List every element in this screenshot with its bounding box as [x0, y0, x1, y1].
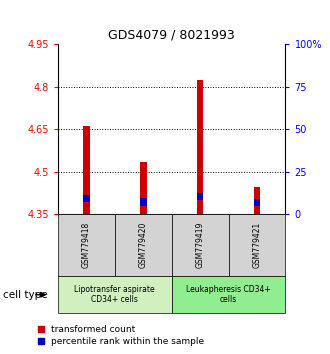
- Bar: [58, 276, 172, 313]
- Text: cell type: cell type: [3, 290, 48, 300]
- Bar: [253, 199, 260, 206]
- Text: GSM779421: GSM779421: [252, 222, 261, 268]
- Bar: [58, 214, 115, 276]
- Bar: [253, 187, 260, 214]
- Text: GSM779420: GSM779420: [139, 222, 148, 268]
- Bar: [140, 198, 147, 206]
- Bar: [83, 126, 90, 214]
- Bar: [115, 214, 172, 276]
- Bar: [197, 80, 204, 214]
- Text: GSM779419: GSM779419: [196, 222, 205, 268]
- Bar: [83, 195, 90, 202]
- Bar: [172, 214, 228, 276]
- Bar: [228, 214, 285, 276]
- Text: GSM779418: GSM779418: [82, 222, 91, 268]
- Title: GDS4079 / 8021993: GDS4079 / 8021993: [108, 29, 235, 42]
- Bar: [172, 276, 285, 313]
- Text: Lipotransfer aspirate
CD34+ cells: Lipotransfer aspirate CD34+ cells: [74, 285, 155, 304]
- Bar: [140, 162, 147, 214]
- Text: Leukapheresis CD34+
cells: Leukapheresis CD34+ cells: [186, 285, 271, 304]
- Legend: transformed count, percentile rank within the sample: transformed count, percentile rank withi…: [34, 321, 208, 349]
- Bar: [197, 193, 204, 200]
